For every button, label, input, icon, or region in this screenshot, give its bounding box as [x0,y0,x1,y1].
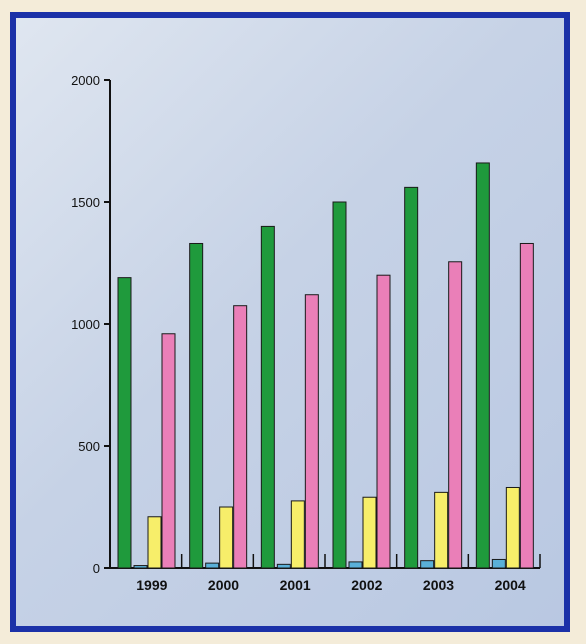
bar-2000-series-1 [189,242,204,569]
bar-2004-series-2 [491,558,506,569]
y-tick-label: 1500 [71,195,100,210]
y-tick-label: 1000 [71,317,100,332]
x-tick-label: 2004 [495,577,526,593]
bar-1999-series-4 [161,333,176,569]
y-tick-label: 500 [78,439,100,454]
bar-2002-series-1 [332,201,347,569]
bar-2004-series-1 [475,162,490,569]
bar-2001-series-1 [260,225,275,569]
bar-1999-series-2 [133,565,148,569]
bar-2000-series-2 [205,562,220,569]
bar-2001-series-3 [290,500,305,569]
bar-2000-series-4 [233,305,248,569]
x-tick-labels: 1999 2000 2001 2002 2003 2004 [136,577,526,593]
bar-2003-series-1 [404,186,419,569]
x-tick-label: 2002 [351,577,382,593]
bar-2000-series-3 [219,506,234,569]
x-tick-label: 2001 [280,577,311,593]
y-tick-label: 2000 [71,73,100,88]
bar-2004-series-4 [519,242,534,569]
bar-2001-series-2 [276,563,291,569]
y-tick-label: 0 [93,561,100,576]
bar-2004-series-3 [505,486,520,569]
x-tick-label: 1999 [136,577,167,593]
x-tick-label: 2000 [208,577,239,593]
bar-2002-series-4 [376,274,391,569]
bar-2003-series-4 [448,261,463,569]
chart-bars [117,162,534,569]
bar-2001-series-4 [304,294,319,569]
bar-2002-series-2 [348,561,363,569]
bar-2002-series-3 [362,496,377,569]
bar-2003-series-3 [434,491,449,569]
bar-1999-series-1 [117,277,132,569]
chart-axes [104,79,541,569]
y-tick-labels: 0 500 1000 1500 2000 [71,73,100,576]
bar-1999-series-3 [147,516,162,569]
x-tick-label: 2003 [423,577,454,593]
bar-2003-series-2 [420,560,435,569]
